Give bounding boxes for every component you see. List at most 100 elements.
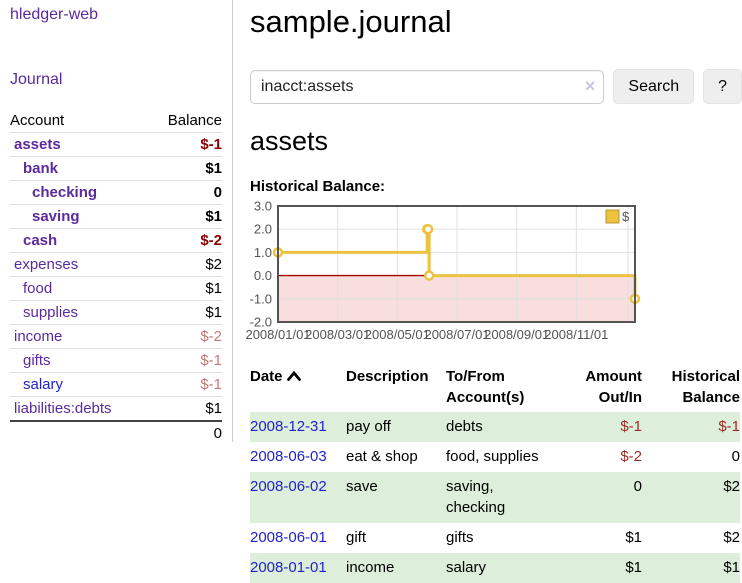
account-row: income $-2 <box>10 324 222 349</box>
brand-link[interactable]: hledger-web <box>10 6 99 23</box>
x-axis-tick-label: 2008/07/01 <box>424 327 489 342</box>
sidebar-account-link[interactable]: income <box>14 328 63 345</box>
register-accounts-cell: food, supplies <box>446 448 539 465</box>
register-date-cell: 2008-06-01 <box>250 523 346 553</box>
account-balance: $-2 <box>200 232 222 249</box>
register-amount-cell: $-2 <box>620 448 642 465</box>
search-input[interactable] <box>250 69 605 104</box>
register-accounts-cell: debts <box>446 418 483 435</box>
register-col-balance: Historical Balance <box>671 368 740 406</box>
transaction-date-link[interactable]: 2008-01-01 <box>250 559 327 576</box>
register-date-cell: 2008-06-02 <box>250 472 346 523</box>
account-name-cell: gifts <box>10 349 148 373</box>
accounts-total-value: 0 <box>148 420 222 445</box>
legend-swatch <box>605 209 620 224</box>
account-name-cell: assets <box>10 133 148 157</box>
register-table: Date Description To/From Account(s) Amou… <box>250 364 740 583</box>
chevron-up-icon <box>286 370 301 381</box>
register-row: 2008-06-03 eat & shop food, supplies $-2 0 <box>250 442 740 472</box>
account-name-cell: expenses <box>10 253 148 277</box>
account-balance: $1 <box>205 208 222 225</box>
sidebar-account-link[interactable]: liabilities:debts <box>14 400 112 417</box>
register-amount-cell: $1 <box>625 559 642 576</box>
sidebar-account-link[interactable]: salary <box>23 376 64 393</box>
sidebar-account-link[interactable]: supplies <box>23 304 79 321</box>
sidebar-account-link[interactable]: saving <box>32 208 80 225</box>
search-help-button[interactable]: ? <box>703 69 742 104</box>
sidebar-account-link[interactable]: checking <box>32 184 98 201</box>
register-col-date-label: Date <box>250 368 283 385</box>
account-row: expenses $2 <box>10 252 222 277</box>
transaction-date-link[interactable]: 2008-06-03 <box>250 448 327 465</box>
register-row: 2008-12-31 pay off debts $-1 $-1 <box>250 412 740 442</box>
clear-search-icon[interactable]: × <box>584 75 596 96</box>
account-balance: $2 <box>205 256 222 273</box>
account-name-cell: income <box>10 325 148 349</box>
accounts-total-spacer <box>10 420 149 445</box>
account-name-cell: food <box>10 277 148 301</box>
account-name-cell: bank <box>10 157 148 181</box>
register-description-cell: eat & shop <box>346 448 418 465</box>
account-name-cell: supplies <box>10 301 148 325</box>
account-balance: $1 <box>205 400 222 417</box>
register-amount-cell: $-1 <box>620 418 642 435</box>
sidebar: hledger-web Journal Account Balance asse… <box>0 0 233 445</box>
account-name-cell: checking <box>10 181 148 205</box>
x-axis-tick-label: 2008/03/01 <box>305 327 370 342</box>
y-axis-tick-label: 0.0 <box>254 268 272 283</box>
register-amount-cell: 0 <box>633 478 642 495</box>
accounts-header-row: Account Balance <box>10 109 222 133</box>
account-row: assets $-1 <box>10 132 222 157</box>
transaction-date-link[interactable]: 2008-06-02 <box>250 478 327 495</box>
register-col-description: Description <box>346 368 429 385</box>
transaction-date-link[interactable]: 2008-12-31 <box>250 418 327 435</box>
register-row: 2008-01-01 income salary $1 $1 <box>250 553 740 583</box>
data-point-marker <box>422 223 434 235</box>
accounts-table: Account Balance assets $-1 bank $1 checking 0… <box>10 109 222 445</box>
register-row: 2008-06-02 save saving, checking 0 $2 <box>250 472 740 523</box>
register-date-cell: 2008-12-31 <box>250 412 346 442</box>
chart-title: Historical Balance: <box>250 178 386 195</box>
account-row: bank $1 <box>10 156 222 181</box>
register-balance-cell: $-1 <box>718 418 740 435</box>
register-accounts-cell: salary <box>446 559 487 576</box>
accounts-col-balance: Balance <box>167 112 222 129</box>
historical-balance-chart: $3.0 2.0 1.0 0.0 -1.0 -2.0 2008/01/01 2008/03/0… <box>245 199 742 352</box>
search-button[interactable]: Search <box>613 69 695 104</box>
sidebar-account-link[interactable]: expenses <box>14 256 79 273</box>
register-description-cell: pay off <box>346 418 391 435</box>
transaction-date-link[interactable]: 2008-06-01 <box>250 529 327 546</box>
page-title: sample.journal <box>250 4 452 39</box>
account-row: food $1 <box>10 276 222 301</box>
chart-canvas: $3.0 2.0 1.0 0.0 -1.0 -2.02008/01/012008/03/0… <box>245 199 641 342</box>
account-name-cell: liabilities:debts <box>10 397 148 422</box>
account-row: checking 0 <box>10 180 222 205</box>
y-axis-tick-label: 2.0 <box>254 222 272 237</box>
sidebar-account-link[interactable]: assets <box>14 136 61 153</box>
account-balance: $-1 <box>200 376 222 393</box>
account-row: gifts $-1 <box>10 348 222 373</box>
account-name-cell: saving <box>10 205 148 229</box>
y-axis-tick-label: -2.0 <box>250 315 272 330</box>
sidebar-account-link[interactable]: cash <box>23 232 58 249</box>
account-name-cell: salary <box>10 373 148 397</box>
register-col-amount: Amount Out/In <box>585 368 642 406</box>
account-balance: $1 <box>205 160 222 177</box>
sidebar-account-link[interactable]: gifts <box>23 352 51 369</box>
account-row: cash $-2 <box>10 228 222 253</box>
accounts-col-account: Account <box>10 112 65 129</box>
x-axis-tick-label: 2008/09/01 <box>484 327 549 342</box>
sidebar-account-link[interactable]: food <box>23 280 53 297</box>
register-col-date[interactable]: Date <box>250 364 346 412</box>
register-description-cell: income <box>346 559 395 576</box>
register-amount-cell: $1 <box>625 529 642 546</box>
sidebar-account-link[interactable]: bank <box>23 160 59 177</box>
data-point-marker <box>423 270 435 281</box>
sidebar-item-journal[interactable]: Journal <box>10 71 63 88</box>
x-axis-tick-label: 2008/11/01 <box>544 327 608 342</box>
register-row: 2008-06-01 gift gifts $1 $2 <box>250 523 740 553</box>
account-balance: 0 <box>213 184 222 201</box>
register-date-cell: 2008-06-03 <box>250 442 346 472</box>
y-axis-tick-label: -1.0 <box>250 291 272 306</box>
y-axis-tick-label: 1.0 <box>254 245 272 260</box>
